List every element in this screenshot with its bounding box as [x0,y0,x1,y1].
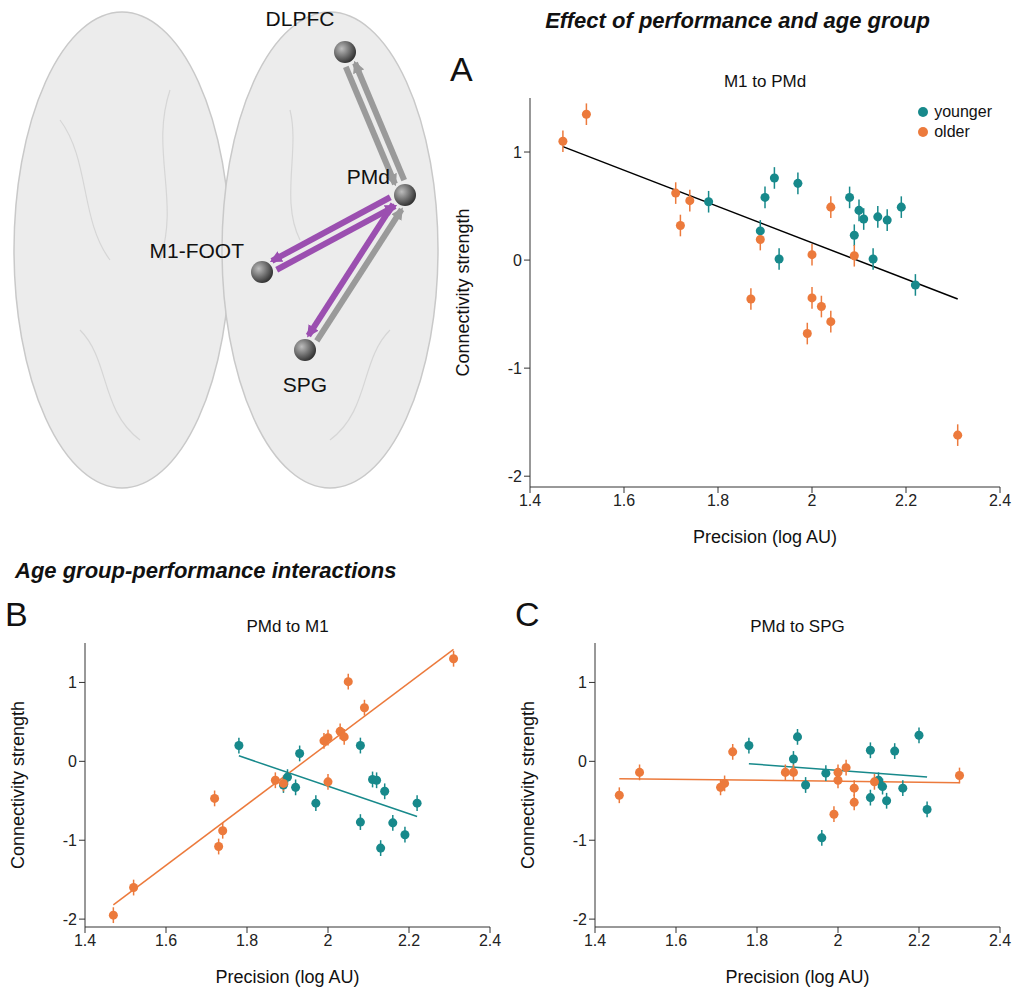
svg-text:2.2: 2.2 [908,932,930,949]
svg-text:-2: -2 [63,911,77,928]
svg-text:Precision (log AU): Precision (log AU) [215,967,359,987]
svg-text:M1-FOOT: M1-FOOT [150,239,245,262]
html-text:older: older [934,123,970,140]
svg-text:-1: -1 [508,360,522,377]
svg-text:1.6: 1.6 [613,492,635,509]
svg-text:Precision (log AU): Precision (log AU) [693,527,837,547]
html-text:younger: younger [934,103,992,120]
svg-text:2: 2 [834,932,843,949]
svg-text:2.2: 2.2 [895,492,917,509]
svg-text:2.4: 2.4 [989,492,1011,509]
svg-text:2.4: 2.4 [989,932,1011,949]
svg-text:DLPFC: DLPFC [266,7,335,30]
svg-text:PMd: PMd [347,165,390,188]
html-text:A: A [450,50,473,88]
html-text:Effect of performance and age: Effect of performance and age group [545,8,930,33]
svg-text:1.8: 1.8 [236,932,258,949]
svg-text:1.8: 1.8 [746,932,768,949]
html-text:M1 to PMd: M1 to PMd [723,72,807,91]
svg-text:-2: -2 [508,468,522,485]
svg-text:Connectivity strength: Connectivity strength [518,701,538,869]
svg-text:-1: -1 [63,832,77,849]
svg-text:0: 0 [578,753,587,770]
svg-text:1.4: 1.4 [584,932,606,949]
svg-text:1.8: 1.8 [707,492,729,509]
html-text:Age group-performance interact: Age group-performance interactions [15,558,397,583]
svg-text:SPG: SPG [283,373,327,396]
html-text:PMd to SPG: PMd to SPG [750,617,845,636]
svg-text:0: 0 [513,252,522,269]
svg-text:1: 1 [578,674,587,691]
svg-text:2: 2 [808,492,817,509]
html-text:PMd to M1: PMd to M1 [246,617,329,636]
svg-text:2: 2 [324,932,333,949]
svg-text:1: 1 [68,674,77,691]
svg-text:Connectivity strength: Connectivity strength [453,208,473,376]
svg-text:-1: -1 [573,832,587,849]
svg-text:1.6: 1.6 [665,932,687,949]
svg-text:1.4: 1.4 [519,492,541,509]
svg-text:Connectivity strength: Connectivity strength [8,701,28,869]
svg-text:2.4: 2.4 [479,932,501,949]
svg-text:2.2: 2.2 [398,932,420,949]
svg-text:1: 1 [513,144,522,161]
html-text:C: C [515,595,540,633]
svg-text:Precision (log AU): Precision (log AU) [725,967,869,987]
svg-text:1.4: 1.4 [74,932,96,949]
svg-text:-2: -2 [573,911,587,928]
svg-text:1.6: 1.6 [155,932,177,949]
html-text:B: B [5,595,28,633]
svg-text:0: 0 [68,753,77,770]
